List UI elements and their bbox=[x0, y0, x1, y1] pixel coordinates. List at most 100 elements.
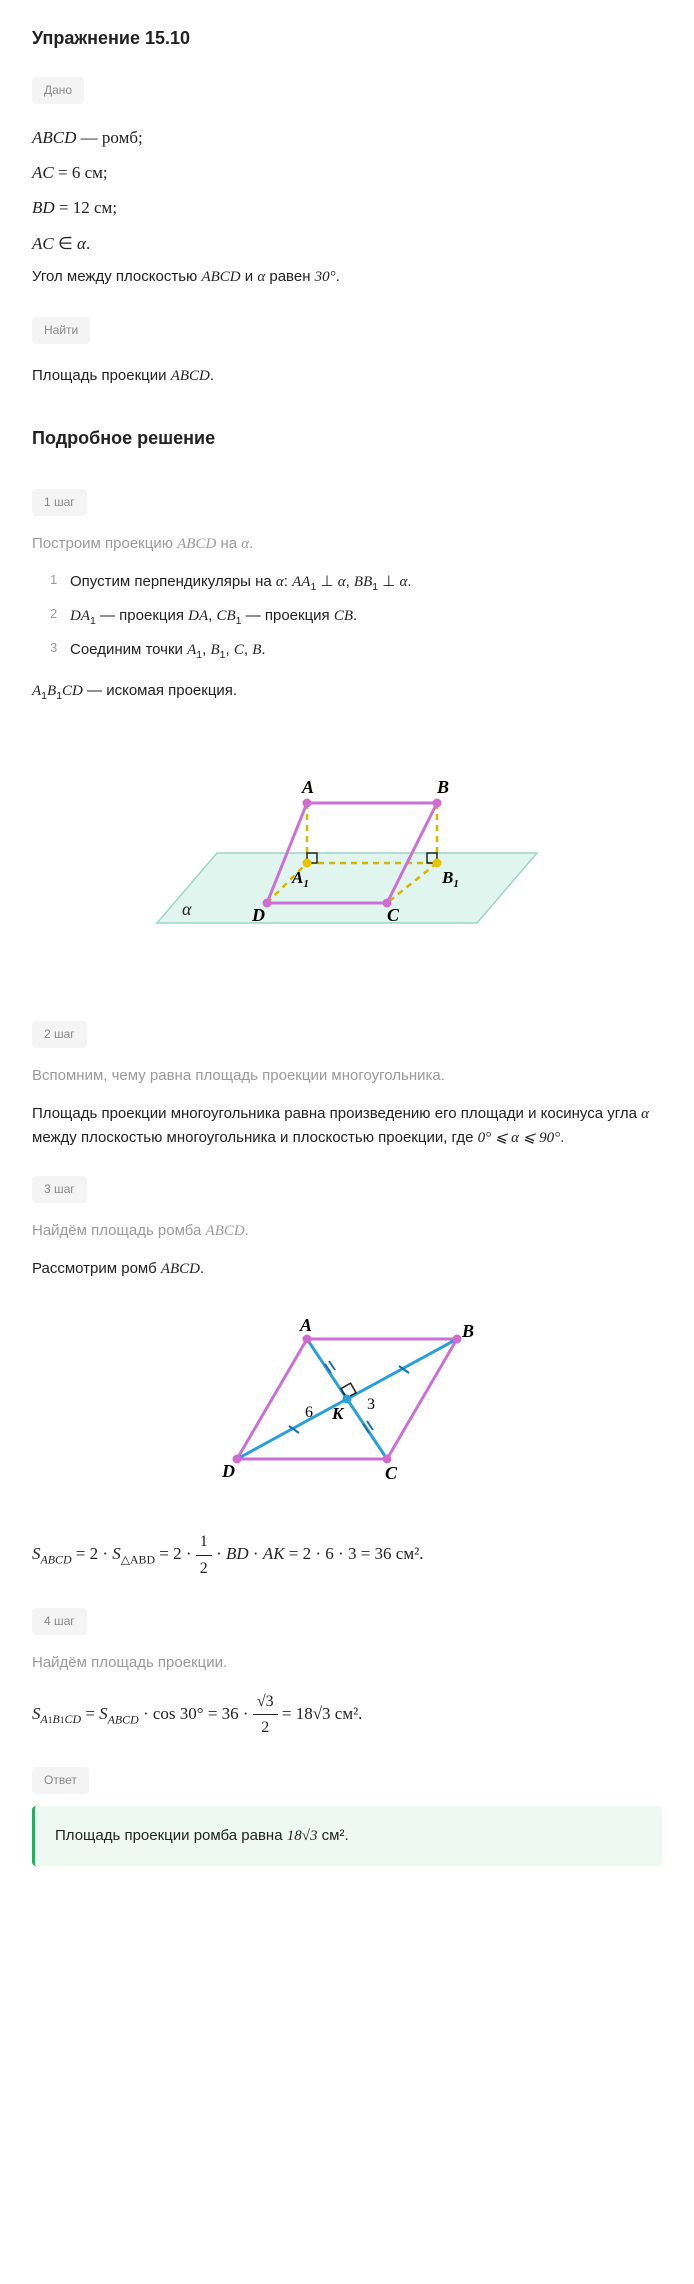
mid2: — проекция bbox=[242, 607, 334, 624]
b2: между плоскостью многоугольника и плоско… bbox=[32, 1129, 478, 1146]
dano-line-5: Угол между плоскостью ABCD и α равен 30°… bbox=[32, 265, 662, 289]
deg: 30° bbox=[315, 269, 336, 285]
label-c: C bbox=[387, 905, 400, 925]
s2: S bbox=[112, 1544, 121, 1563]
s: S bbox=[32, 1544, 41, 1563]
pre: Соединим точки bbox=[70, 641, 187, 658]
find-line: Площадь проекции ABCD. bbox=[32, 364, 662, 388]
end: . bbox=[261, 641, 265, 658]
abcd: ABCD bbox=[206, 1223, 245, 1239]
pre: Построим проекцию bbox=[32, 535, 177, 552]
b1: Площадь проекции многоугольника равна пр… bbox=[32, 1105, 641, 1122]
eq3: = 2 · 6 · 3 = 36 см². bbox=[285, 1544, 424, 1563]
end: . bbox=[86, 234, 90, 253]
aa: AA bbox=[292, 574, 310, 590]
body: Соединим точки A1, B1, C, B. bbox=[70, 638, 266, 664]
alpha: α bbox=[77, 234, 86, 253]
d: 2 bbox=[196, 1556, 212, 1582]
step1-item-3: 3Соединим точки A1, B1, C, B. bbox=[50, 638, 662, 664]
eq2: = 18√3 см². bbox=[278, 1704, 363, 1723]
mid: на bbox=[216, 535, 241, 552]
bb: BB bbox=[354, 574, 372, 590]
dano-line-4: AC ∈ α. bbox=[32, 230, 662, 257]
cd: CD bbox=[65, 1712, 82, 1726]
s2: S bbox=[99, 1704, 108, 1723]
end: . bbox=[210, 367, 214, 384]
b: B bbox=[210, 642, 219, 658]
c2: , bbox=[225, 641, 233, 658]
end: . bbox=[407, 573, 411, 590]
end: . bbox=[560, 1129, 564, 1146]
eq: = 2 · bbox=[72, 1544, 113, 1563]
ac2: AC bbox=[32, 234, 54, 253]
step2-label: 2 шаг bbox=[32, 1021, 87, 1048]
answer-box: Площадь проекции ромба равна 18√3 см². bbox=[32, 1806, 662, 1866]
num: 1 bbox=[50, 570, 70, 596]
label-d: D bbox=[221, 1461, 235, 1481]
dano-label: Дано bbox=[32, 77, 84, 104]
step2-body: Площадь проекции многоугольника равна пр… bbox=[32, 1102, 662, 1150]
c3: , bbox=[244, 641, 252, 658]
num: 2 bbox=[50, 604, 70, 630]
solution-title: Подробное решение bbox=[32, 424, 662, 453]
c: , bbox=[208, 607, 216, 624]
label-k: K bbox=[331, 1404, 345, 1423]
bd: BD bbox=[32, 198, 55, 217]
post: равен bbox=[265, 268, 314, 285]
perp2: ⊥ bbox=[378, 573, 399, 590]
a: A bbox=[41, 1712, 48, 1726]
eq2: = 2 · bbox=[155, 1544, 196, 1563]
dot: · cos 30° = 36 · bbox=[139, 1704, 253, 1723]
p: Найдём площадь ромба bbox=[32, 1222, 206, 1239]
val: 18√3 bbox=[287, 1828, 318, 1844]
label-a: A bbox=[301, 777, 314, 797]
abcd: ABCD bbox=[41, 1553, 72, 1567]
step1-item-1: 1Опустим перпендикуляры на α: AA1 ⊥ α, B… bbox=[50, 570, 662, 596]
body: DA1 — проекция DA, CB1 — проекция CB. bbox=[70, 604, 357, 630]
label-6: 6 bbox=[305, 1404, 313, 1421]
diagram-2: A B C D K 6 3 bbox=[32, 1309, 662, 1489]
n: √3 bbox=[253, 1689, 278, 1716]
end: . bbox=[249, 535, 253, 552]
diagram-1: α A B A1 B1 D C bbox=[32, 733, 662, 963]
abcd: ABCD bbox=[108, 1712, 139, 1726]
label-d: D bbox=[251, 905, 265, 925]
txt: — ромб; bbox=[76, 128, 142, 147]
a: α bbox=[276, 574, 284, 590]
step3-label: 3 шаг bbox=[32, 1176, 87, 1203]
cm: , bbox=[346, 573, 354, 590]
post: — искомая проекция. bbox=[83, 682, 237, 699]
label-b: B bbox=[461, 1321, 474, 1341]
bb: B bbox=[252, 642, 261, 658]
perp: ⊥ bbox=[316, 573, 337, 590]
b: B bbox=[53, 1712, 60, 1726]
abcd: ABCD bbox=[177, 536, 216, 552]
exercise-title: Упражнение 15.10 bbox=[32, 24, 662, 53]
da: DA bbox=[188, 608, 208, 624]
da1: DA bbox=[70, 608, 90, 624]
tri: △ABD bbox=[121, 1553, 155, 1567]
label-a: A bbox=[299, 1315, 312, 1335]
e: . bbox=[200, 1260, 204, 1277]
body: Опустим перпендикуляры на α: AA1 ⊥ α, BB… bbox=[70, 570, 412, 596]
d: 2 bbox=[253, 1715, 278, 1741]
step1-concl: A1B1CD — искомая проекция. bbox=[32, 679, 662, 705]
step1-item-2: 2DA1 — проекция DA, CB1 — проекция CB. bbox=[50, 604, 662, 630]
c: : bbox=[284, 573, 292, 590]
dot: · bbox=[212, 1544, 226, 1563]
ac: AC bbox=[32, 163, 54, 182]
e: . bbox=[245, 1222, 249, 1239]
step3-body: Рассмотрим ромб ABCD. bbox=[32, 1257, 662, 1281]
dano-line-1: ABCD — ромб; bbox=[32, 124, 662, 151]
p: Опустим перпендикуляры на bbox=[70, 573, 276, 590]
label-3: 3 bbox=[367, 1396, 375, 1413]
cb: CB bbox=[334, 608, 353, 624]
equation-1: SABCD = 2 · S△ABD = 2 · 12 · BD · AK = 2… bbox=[32, 1529, 662, 1581]
bd: BD bbox=[226, 1544, 249, 1563]
a2: α bbox=[338, 574, 346, 590]
s: S bbox=[32, 1704, 41, 1723]
abcd: ABCD bbox=[201, 269, 240, 285]
label-c: C bbox=[385, 1463, 398, 1483]
ak: AK bbox=[263, 1544, 285, 1563]
step4-label: 4 шаг bbox=[32, 1608, 87, 1635]
